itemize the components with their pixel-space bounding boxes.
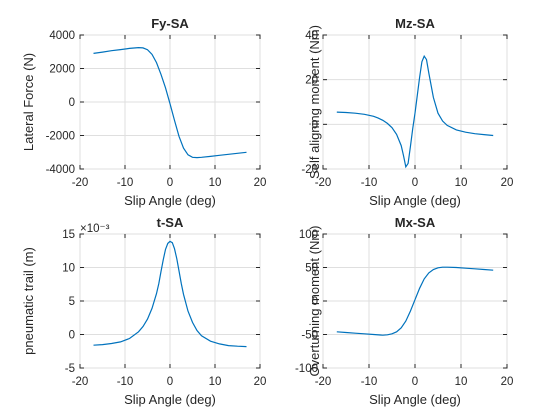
- y-exponent-label: ×10⁻³: [80, 223, 110, 235]
- x-tick-label: 20: [254, 177, 267, 189]
- y-tick-label: 0: [69, 97, 75, 109]
- x-tick-label: 10: [455, 376, 468, 388]
- y-tick-label: 50: [305, 263, 318, 275]
- y-tick-label: 10: [62, 263, 75, 275]
- x-axis-label: Slip Angle (deg): [124, 392, 216, 407]
- y-tick-label: 0: [312, 296, 318, 308]
- x-tick-label: 20: [501, 177, 514, 189]
- x-tick-label: -20: [315, 376, 332, 388]
- series-line-mz-sa: [336, 54, 494, 169]
- x-tick-label: 20: [501, 376, 514, 388]
- y-axis-label: Lateral Force (N): [21, 53, 36, 151]
- series-line-mx-sa: [336, 266, 494, 336]
- x-tick-label: 0: [167, 177, 173, 189]
- y-tick-label: 2000: [49, 64, 75, 76]
- subplot-mz-sa: -20 -10 0 10 20 -20 0 20 40 Mz-SA Slip Angle (deg)…: [301, 16, 513, 208]
- subplot-t-sa: -20 -10 0 10 20 -5 0 5 10 15 t-SA Slip Angle (deg) p…: [21, 215, 266, 407]
- x-tick-label: -10: [117, 177, 134, 189]
- y-axis-label: pneumatic trail (m): [21, 247, 36, 355]
- y-axis-label: Overturning moment (Nm): [307, 226, 322, 377]
- y-tick-label: -50: [301, 330, 318, 342]
- y-tick-label: 20: [305, 75, 318, 87]
- y-tick-label: 4000: [49, 30, 75, 42]
- y-tick-label: -20: [301, 164, 318, 176]
- series-line-fy-sa: [93, 46, 247, 159]
- y-tick-label: -4000: [46, 164, 75, 176]
- x-tick-label: -20: [72, 177, 89, 189]
- x-tick-label: 10: [209, 376, 222, 388]
- x-tick-label: -20: [315, 177, 332, 189]
- x-tick-label: -10: [361, 177, 378, 189]
- x-tick-label: -10: [117, 376, 134, 388]
- y-axis-label: Self aligning moment (Nm): [307, 25, 322, 179]
- x-tick-label: 20: [254, 376, 267, 388]
- y-tick-label: 5: [69, 296, 75, 308]
- chart-title: Mz-SA: [395, 16, 435, 31]
- x-axis-label: Slip Angle (deg): [369, 392, 461, 407]
- x-tick-label: -20: [72, 376, 89, 388]
- x-tick-label: 0: [412, 376, 418, 388]
- x-tick-label: 10: [209, 177, 222, 189]
- x-tick-label: 0: [412, 177, 418, 189]
- y-tick-label: 15: [62, 229, 75, 241]
- y-tick-label: -100: [295, 363, 318, 375]
- chart-title: t-SA: [157, 215, 184, 230]
- y-tick-label: -2000: [46, 131, 75, 143]
- y-tick-label: 100: [299, 229, 318, 241]
- subplot-fy-sa: -20 -10 0 10 20 -4000 -2000 0 2000 4000 Fy-SA Slip …: [21, 16, 266, 208]
- x-tick-label: 10: [455, 177, 468, 189]
- series-line-t-sa: [93, 240, 247, 348]
- y-tick-label: 40: [305, 30, 318, 42]
- x-tick-label: -10: [361, 376, 378, 388]
- x-tick-label: 0: [167, 376, 173, 388]
- y-tick-label: 0: [69, 330, 75, 342]
- y-tick-label: -5: [65, 363, 75, 375]
- x-axis-label: Slip Angle (deg): [369, 193, 461, 208]
- x-axis-label: Slip Angle (deg): [124, 193, 216, 208]
- y-tick-label: 0: [312, 119, 318, 131]
- chart-title: Fy-SA: [151, 16, 189, 31]
- chart-title: Mx-SA: [395, 215, 436, 230]
